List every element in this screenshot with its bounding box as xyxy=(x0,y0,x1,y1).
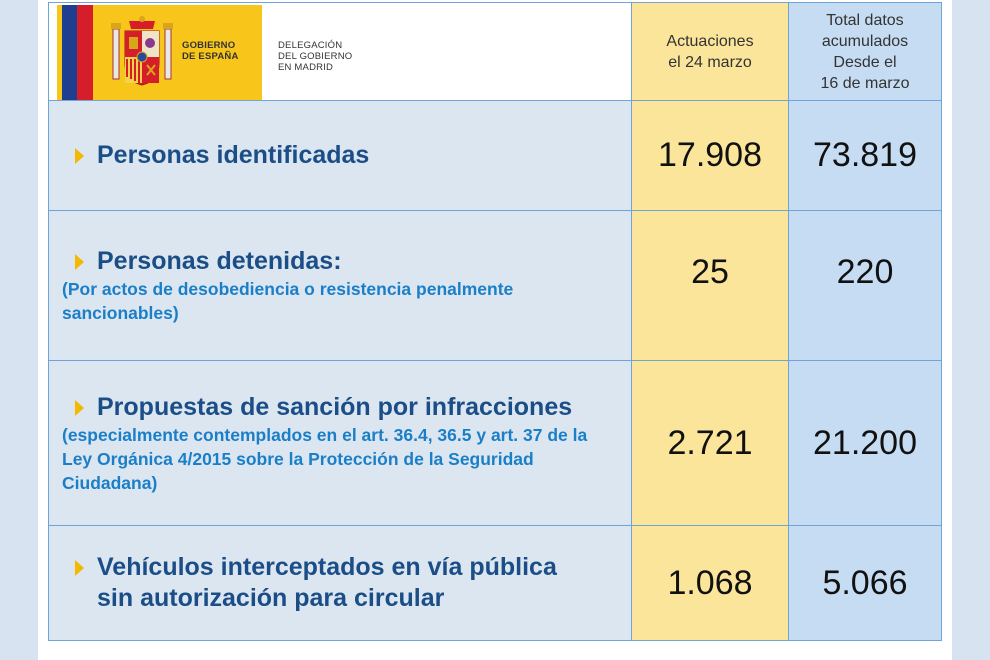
table-row: Personas detenidas: (Por actos de desobe… xyxy=(48,210,942,361)
total-value: 5.066 xyxy=(788,525,942,641)
table-row: Propuestas de sanción por infracciones (… xyxy=(48,360,942,526)
delegation-line-3: EN MADRID xyxy=(278,62,334,73)
government-label: GOBIERNO DE ESPAÑA xyxy=(182,40,239,62)
header-day-line-1: Actuaciones xyxy=(666,32,754,50)
arrow-bullet-icon xyxy=(75,399,84,416)
day-value: 2.721 xyxy=(631,360,789,526)
header-total-line-2: acumulados xyxy=(821,32,909,50)
logo-cell: GOBIERNO DE ESPAÑA DELEGACIÓN DEL GOBIER… xyxy=(48,2,632,101)
arrow-bullet-icon xyxy=(75,560,84,576)
row-subtitle: (Por actos de desobediencia o resistenci… xyxy=(62,279,514,323)
arrow-bullet-icon xyxy=(75,148,84,164)
total-value: 73.819 xyxy=(788,100,942,211)
row-title: Personas detenidas: xyxy=(49,246,631,277)
header-total-line-4: 16 de marzo xyxy=(820,74,910,92)
total-value: 21.200 xyxy=(788,360,942,526)
day-value: 1.068 xyxy=(631,525,789,641)
row-label: Personas identificadas xyxy=(48,100,632,211)
delegation-label: DELEGACIÓN DEL GOBIERNO EN MADRID xyxy=(278,40,352,73)
arrow-bullet-icon xyxy=(75,254,84,270)
day-value: 25 xyxy=(631,210,789,361)
spain-flag-icon xyxy=(62,5,77,100)
header-total-line-3: Desde el xyxy=(833,53,897,71)
row-label: Propuestas de sanción por infracciones (… xyxy=(48,360,632,526)
row-title: Vehículos interceptados en vía pública s… xyxy=(49,552,631,614)
delegation-line-1: DELEGACIÓN xyxy=(278,40,343,51)
column-header-day: Actuaciones el 24 marzo xyxy=(631,2,789,101)
table-row: Vehículos interceptados en vía pública s… xyxy=(48,525,942,641)
flag-stripe xyxy=(77,5,85,100)
row-label: Personas detenidas: (Por actos de desobe… xyxy=(48,210,632,361)
row-title: Propuestas de sanción por infracciones xyxy=(49,392,631,423)
table-header-row: GOBIERNO DE ESPAÑA DELEGACIÓN DEL GOBIER… xyxy=(48,2,942,101)
table-row: Personas identificadas 17.908 73.819 xyxy=(48,100,942,211)
government-logo: GOBIERNO DE ESPAÑA DELEGACIÓN DEL GOBIER… xyxy=(49,3,631,100)
statistics-table: GOBIERNO DE ESPAÑA DELEGACIÓN DEL GOBIER… xyxy=(48,2,942,641)
row-title-text: Personas identificadas xyxy=(97,141,370,169)
logo-line-1: GOBIERNO xyxy=(182,40,236,51)
delegation-line-2: DEL GOBIERNO xyxy=(278,51,353,62)
row-title-text: Vehículos interceptados en vía pública s… xyxy=(97,553,557,612)
row-label: Vehículos interceptados en vía pública s… xyxy=(48,525,632,641)
row-title-text: Personas detenidas: xyxy=(97,247,342,275)
coat-of-arms-icon xyxy=(111,16,173,86)
row-title-text: Propuestas de sanción por infracciones xyxy=(97,392,573,421)
column-header-total: Total datos acumulados Desde el 16 de ma… xyxy=(788,2,942,101)
flag-stripe xyxy=(85,5,93,100)
row-subtitle: (especialmente contemplados en el art. 3… xyxy=(62,424,588,493)
header-total-line-1: Total datos xyxy=(826,11,904,29)
logo-line-2: DE ESPAÑA xyxy=(182,51,239,62)
row-title: Personas identificadas xyxy=(49,140,631,171)
header-day-line-2: el 24 marzo xyxy=(668,53,752,71)
flag-stripe xyxy=(93,5,95,100)
day-value: 17.908 xyxy=(631,100,789,211)
total-value: 220 xyxy=(788,210,942,361)
